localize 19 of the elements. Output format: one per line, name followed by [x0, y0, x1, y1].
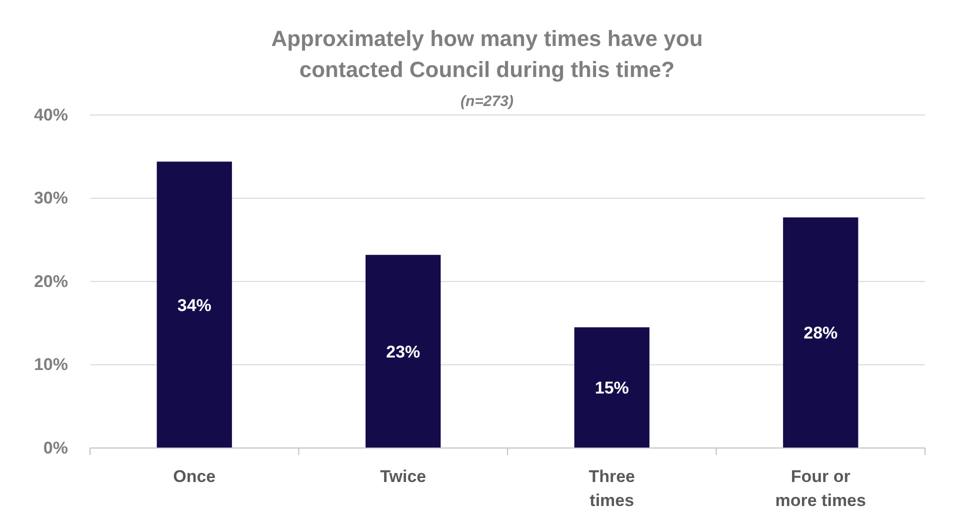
y-tick-label: 30%: [34, 188, 68, 208]
y-tick-label: 20%: [34, 272, 68, 291]
x-tick-label: Four or more times: [775, 467, 866, 510]
bar: [574, 327, 650, 448]
bar: [366, 254, 441, 448]
y-tick-label: 0%: [43, 438, 68, 458]
x-tick-label: Three times: [588, 467, 636, 510]
y-tick-label: 10%: [34, 355, 68, 374]
data-label: 15%: [594, 378, 629, 398]
bar: [783, 217, 858, 448]
chart-title: Approximately how many times have you contacted Council during this time?: [271, 26, 703, 82]
chart-subtitle: (n=273): [460, 93, 514, 110]
data-label: 23%: [386, 342, 420, 362]
x-tick-label: Twice: [380, 467, 426, 486]
x-tick-label: Once: [173, 467, 216, 486]
data-label: 28%: [804, 324, 838, 343]
y-tick-label: 40%: [34, 105, 68, 124]
data-label: 34%: [177, 296, 212, 315]
bar: [156, 162, 232, 448]
